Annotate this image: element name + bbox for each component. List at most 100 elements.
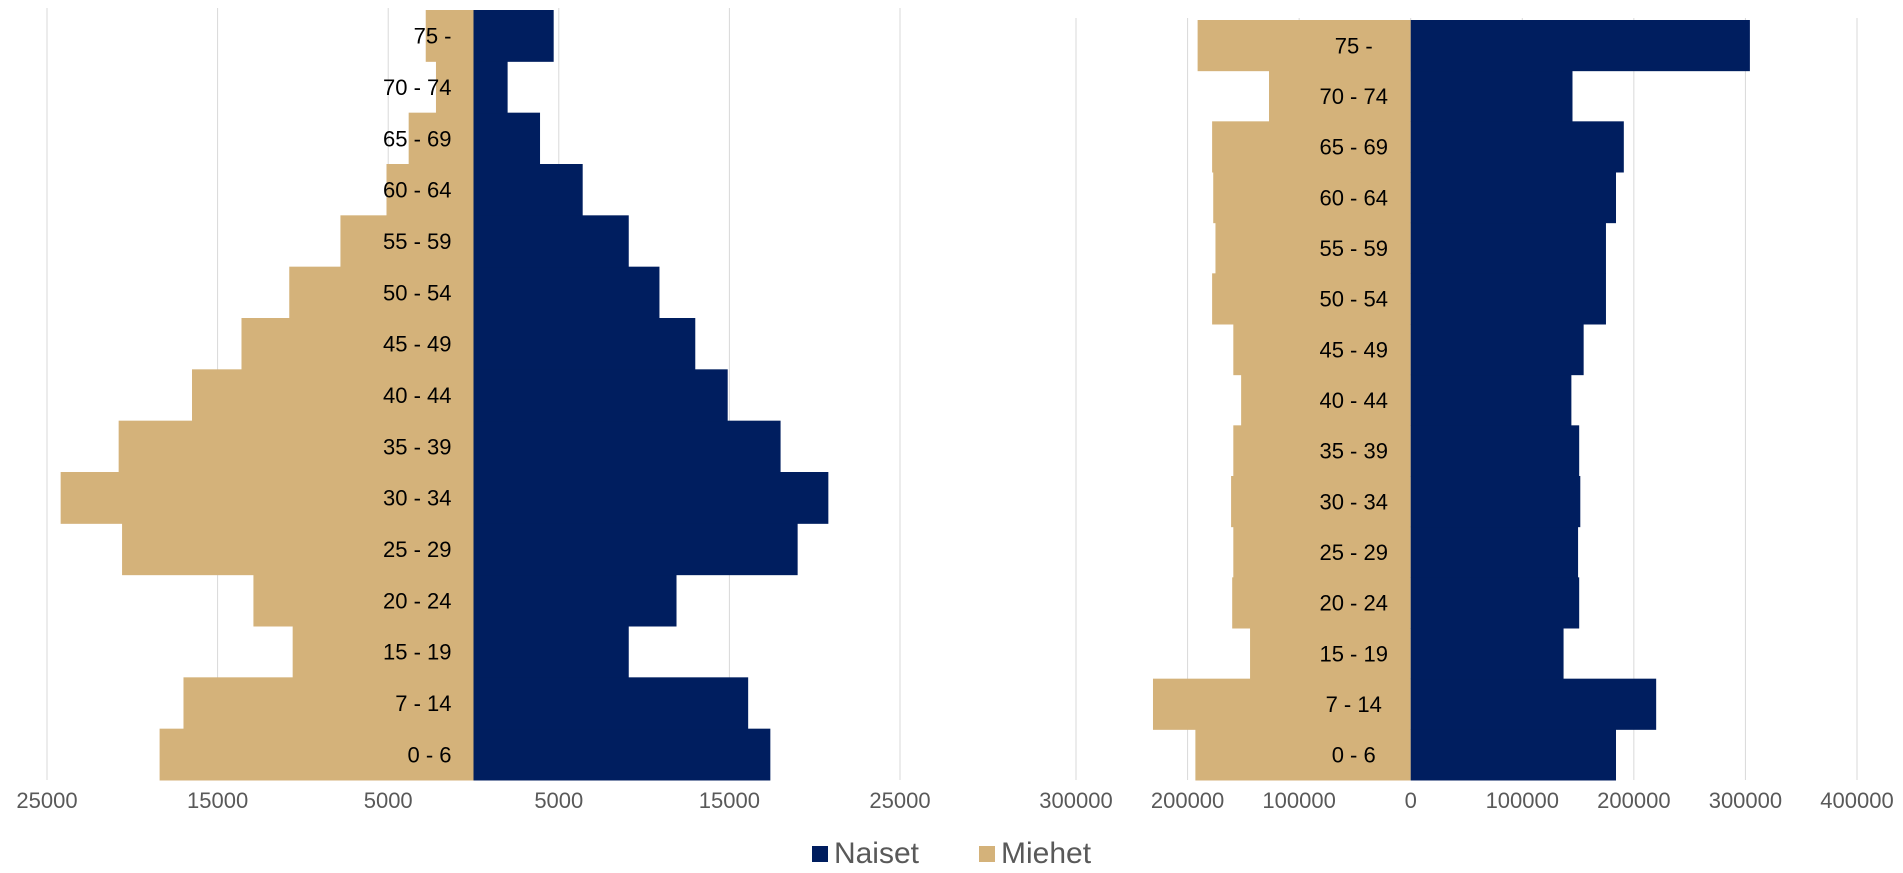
category-label: 60 - 64 <box>383 178 452 203</box>
category-label: 0 - 6 <box>407 742 451 767</box>
bar-miehet <box>408 112 474 165</box>
x-tick-label: 100000 <box>1486 788 1559 813</box>
bar-naiset <box>1410 628 1564 680</box>
bar-naiset <box>1410 324 1584 376</box>
category-label: 30 - 34 <box>383 486 452 511</box>
bar-miehet <box>60 472 474 524</box>
bar-miehet <box>1233 324 1411 376</box>
bar-naiset <box>473 61 508 114</box>
bar-miehet <box>122 523 474 576</box>
category-label: 55 - 59 <box>1319 236 1388 261</box>
bar-naiset <box>1410 678 1657 730</box>
x-tick-label: 200000 <box>1151 788 1224 813</box>
bar-naiset <box>1410 526 1579 578</box>
bar-miehet <box>425 10 474 62</box>
bar-naiset <box>473 164 583 216</box>
x-tick-label: 15000 <box>187 788 248 813</box>
category-label: 75 - <box>1335 33 1373 58</box>
x-tick-label: 100000 <box>1262 788 1335 813</box>
category-label: 20 - 24 <box>383 588 452 613</box>
category-label: 25 - 29 <box>383 537 452 562</box>
category-label: 65 - 69 <box>1319 135 1388 160</box>
category-label: 70 - 74 <box>383 75 452 100</box>
x-tick-label: 200000 <box>1597 788 1670 813</box>
bar-miehet <box>1231 476 1411 528</box>
bar-naiset <box>473 369 728 422</box>
category-label: 45 - 49 <box>383 332 452 357</box>
bar-miehet <box>183 677 474 730</box>
bar-miehet <box>1213 172 1411 224</box>
bar-miehet <box>1241 374 1411 426</box>
legend-swatch-naiset <box>811 846 828 862</box>
bar-naiset <box>473 523 798 576</box>
category-label: 25 - 29 <box>1319 540 1388 565</box>
legend-label-miehet: Miehet <box>1001 837 1092 870</box>
x-tick-label: 5000 <box>534 788 583 813</box>
x-tick-label: 300000 <box>1709 788 1782 813</box>
x-tick-label: 5000 <box>364 788 413 813</box>
bar-miehet <box>1269 70 1411 122</box>
bar-naiset <box>473 728 771 781</box>
bar-naiset <box>473 472 829 524</box>
bar-miehet <box>1212 121 1411 173</box>
category-label: 35 - 39 <box>1319 439 1388 464</box>
chart-legend: Naiset Miehet <box>0 835 1903 873</box>
bar-naiset <box>1410 476 1581 528</box>
bar-miehet <box>1152 678 1411 730</box>
category-label: 7 - 14 <box>1326 692 1382 717</box>
bar-naiset <box>473 318 696 370</box>
bar-naiset <box>473 112 541 165</box>
category-label: 60 - 64 <box>1319 185 1388 210</box>
category-label: 20 - 24 <box>1319 591 1388 616</box>
left-pyramid-chart: 0 - 6 7 - 14 15 - 19 20 - 24 25 - 29 30 - 34 3… <box>16 8 931 813</box>
category-label: 35 - 39 <box>383 434 452 459</box>
legend-item-naiset: Naiset <box>811 837 919 871</box>
category-label: 15 - 19 <box>383 640 452 665</box>
bar-naiset <box>1410 577 1580 629</box>
bar-miehet <box>241 318 474 370</box>
bar-naiset <box>473 10 554 62</box>
category-label: 15 - 19 <box>1319 641 1388 666</box>
category-label: 50 - 54 <box>1319 287 1388 312</box>
bar-miehet <box>1250 628 1411 680</box>
bar-miehet <box>435 61 474 114</box>
bar-naiset <box>1410 425 1580 477</box>
bar-naiset <box>473 215 629 268</box>
bar-miehet <box>1197 20 1411 72</box>
x-tick-label: 25000 <box>869 788 930 813</box>
bar-miehet <box>340 215 474 268</box>
bar-naiset <box>1410 172 1617 224</box>
bar-miehet <box>1233 425 1411 477</box>
bar-naiset <box>1410 273 1606 325</box>
category-label: 40 - 44 <box>383 383 452 408</box>
category-label: 30 - 34 <box>1319 489 1388 514</box>
category-label: 50 - 54 <box>383 280 452 305</box>
bar-naiset <box>473 420 781 473</box>
category-label: 45 - 49 <box>1319 337 1388 362</box>
category-label: 70 - 74 <box>1319 84 1388 109</box>
bar-naiset <box>473 626 629 678</box>
bar-miehet <box>386 164 474 216</box>
bar-naiset <box>1410 20 1750 72</box>
legend-swatch-miehet <box>979 846 995 862</box>
x-tick-label: 15000 <box>699 788 760 813</box>
legend-label-naiset: Naiset <box>833 837 919 870</box>
bar-naiset <box>473 574 677 627</box>
x-tick-label: 0 <box>1405 788 1417 813</box>
bar-miehet <box>1215 222 1411 274</box>
legend-item-miehet: Miehet <box>979 837 1091 871</box>
bar-miehet <box>192 369 474 422</box>
bar-miehet <box>1232 577 1411 629</box>
x-tick-label: 300000 <box>1039 788 1112 813</box>
category-label: 75 - <box>414 24 452 49</box>
bar-miehet <box>118 420 474 473</box>
category-label: 7 - 14 <box>395 691 451 716</box>
bar-naiset <box>473 266 660 319</box>
bar-naiset <box>1410 222 1606 274</box>
bar-naiset <box>1410 121 1624 173</box>
bar-naiset <box>473 677 749 730</box>
category-label: 65 - 69 <box>383 126 452 151</box>
bar-miehet <box>1233 526 1411 578</box>
x-tick-label: 25000 <box>16 788 77 813</box>
